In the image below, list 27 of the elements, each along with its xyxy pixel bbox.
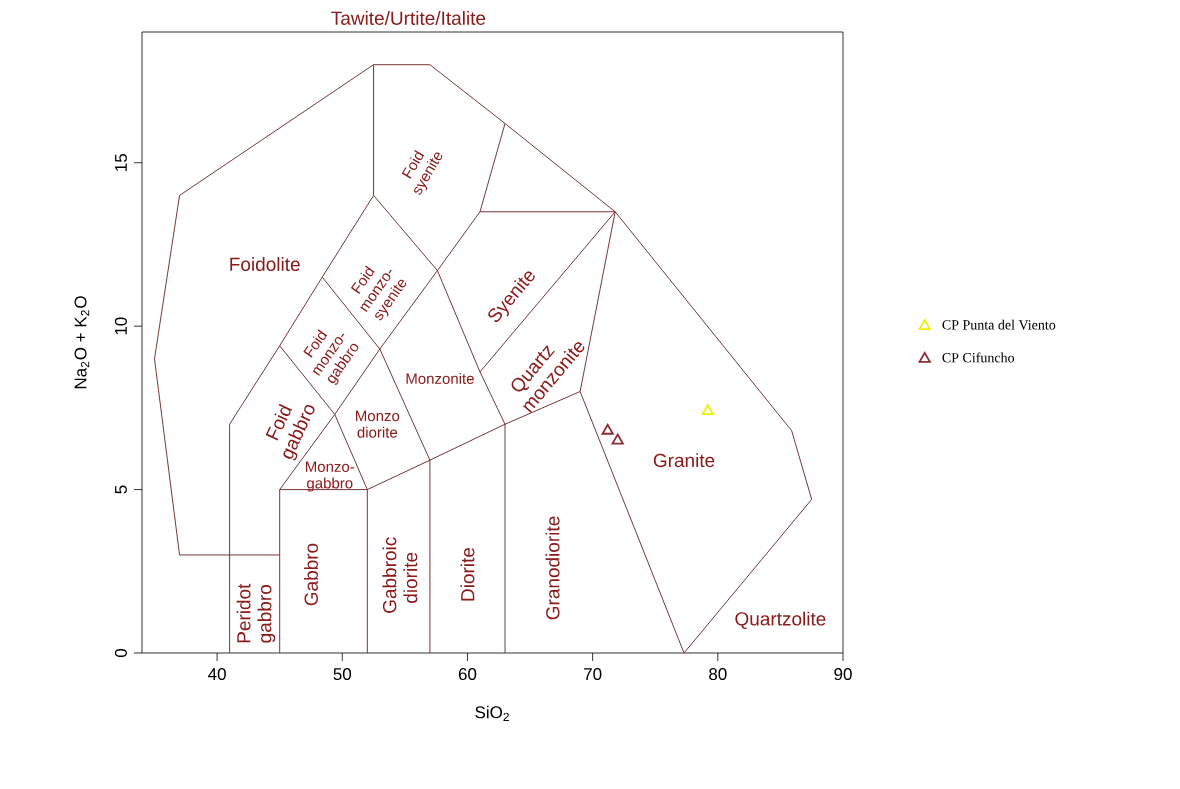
x-tick-label: 90	[834, 668, 852, 681]
annotation: Foidolite	[230, 257, 300, 272]
y-tick-label: 0	[114, 648, 127, 658]
legend-label: CP Cifuncho	[942, 352, 1015, 363]
y-axis-title: Na$_{2}$O + K$_{2}$O	[74, 296, 90, 389]
annotation: Peridot gabbro	[236, 583, 276, 643]
annotation: Monzonite	[406, 372, 474, 384]
text: Tawite/Urtite/Italite	[331, 10, 486, 25]
annotation: Granodiorite	[545, 516, 560, 620]
x-tick-label: 80	[709, 668, 727, 681]
x-tick-label: 40	[208, 668, 226, 681]
annotation: Gabbroic diorite	[382, 537, 418, 613]
annotation: Monzo diorite	[356, 410, 400, 438]
y-tick-label: 10	[114, 317, 127, 335]
y-tick-label: 15	[115, 153, 127, 171]
y-tick-label: 5	[115, 485, 127, 494]
x-tick-label: 50	[333, 668, 352, 681]
legend-label: CP Punta del Viento	[942, 319, 1056, 330]
annotation: Monzo-gabbro	[305, 461, 355, 492]
annotation: Diorite	[460, 547, 475, 601]
annotation: Quartzolite	[735, 611, 826, 630]
x-tick-label: 70	[584, 668, 602, 681]
annotation: Gabbro	[304, 543, 318, 606]
annotation: Foid gabbro	[265, 403, 315, 461]
x-tick-label: 60	[458, 668, 477, 681]
x-axis-title: SiO$_{2}$	[475, 705, 509, 721]
annotation: Granite	[653, 453, 715, 468]
